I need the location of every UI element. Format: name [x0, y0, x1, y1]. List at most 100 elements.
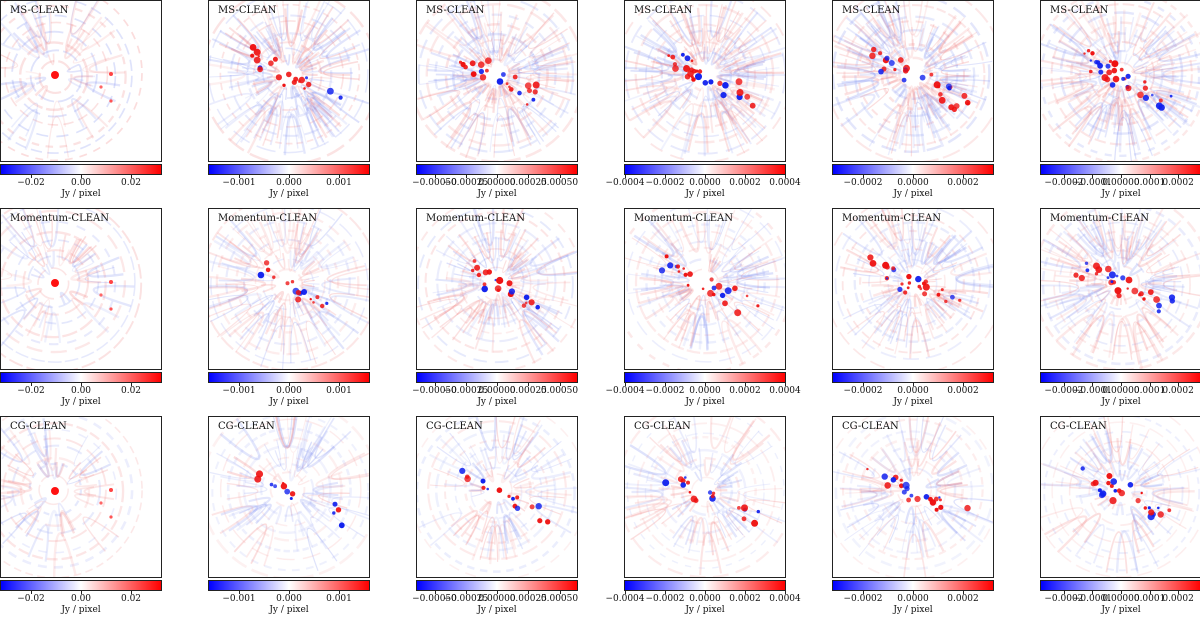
residual-map: Momentum-CLEAN — [832, 208, 994, 370]
colorbar-tick-label: 0.000 — [276, 386, 302, 396]
colorbar-tick — [81, 591, 82, 594]
colorbar-tick-label: −0.0001 — [1072, 594, 1112, 604]
colorbar-tick-label: 0.02 — [120, 178, 142, 188]
colorbar-tick — [31, 383, 32, 386]
colorbar-tick-label: 0.00025 — [509, 386, 547, 396]
colorbar-tick-label: 0.0002 — [1162, 386, 1194, 396]
colorbar-tick-label: −0.0002 — [1044, 386, 1084, 396]
panel-title: CG-CLEAN — [10, 421, 67, 432]
colorbar — [0, 372, 162, 383]
colorbar-tick-label: 0.0000 — [689, 386, 721, 396]
colorbar-tick — [913, 175, 914, 178]
colorbar-tick-label: 0.0000 — [897, 594, 929, 604]
colorbar-tick — [665, 175, 666, 178]
colorbar-tick-label: 0.0001 — [1133, 386, 1166, 396]
colorbar-tick-label: 0.0000 — [897, 386, 929, 396]
colorbar — [624, 580, 786, 591]
colorbar-tick — [81, 175, 82, 178]
colorbar-label: Jy / pixel — [685, 397, 725, 407]
residual-map: Momentum-CLEAN — [208, 208, 370, 370]
residual-map-image — [833, 209, 993, 369]
panel-r1-c5: Momentum-CLEAN −0.0002 −0.0001 0.00000 0.000… — [1040, 208, 1200, 408]
colorbar-tick — [465, 383, 467, 386]
colorbar-tick — [289, 383, 290, 386]
colorbar-tick-label: 0.0002 — [1162, 594, 1194, 604]
colorbar-label: Jy / pixel — [269, 397, 309, 407]
colorbar-tick — [559, 591, 561, 594]
colorbar-tick-label: 0.0002 — [1162, 178, 1194, 188]
colorbar-label: Jy / pixel — [61, 605, 101, 615]
residual-map: MS-CLEAN — [208, 0, 370, 162]
panel-title: CG-CLEAN — [634, 421, 691, 432]
colorbar-tick — [31, 591, 32, 594]
colorbar-tick-label: 0.00000 — [1102, 594, 1140, 604]
colorbar-tick-label: −0.0004 — [605, 178, 645, 188]
colorbar-tick — [1121, 591, 1122, 594]
residual-map: MS-CLEAN — [0, 0, 162, 162]
colorbar-tick — [339, 591, 340, 594]
colorbar-tick-label: 0.00 — [70, 594, 92, 604]
residual-map-image — [1, 417, 161, 577]
colorbar-tick-label: −0.00025 — [443, 386, 489, 396]
colorbar-tick — [239, 175, 240, 178]
colorbar — [0, 580, 162, 591]
colorbar-tick — [239, 383, 240, 386]
colorbar — [1040, 372, 1200, 383]
colorbar-tick-label: −0.0001 — [1072, 178, 1112, 188]
colorbar-label: Jy / pixel — [685, 189, 725, 199]
panel-r1-c3: Momentum-CLEAN −0.0004 −0.0002 0.0000 0.0002… — [605, 208, 801, 408]
colorbar-tick-label: −0.0002 — [645, 178, 685, 188]
colorbar-tick — [705, 175, 706, 178]
colorbar-tick — [705, 383, 706, 386]
colorbar-tick-label: 0.001 — [326, 386, 352, 396]
colorbar-tick — [434, 383, 436, 386]
colorbar-tick — [1121, 175, 1122, 178]
colorbar — [624, 164, 786, 175]
colorbar-tick — [745, 383, 746, 386]
colorbar-tick — [745, 591, 746, 594]
residual-map: Momentum-CLEAN — [1040, 208, 1200, 370]
colorbar-tick — [497, 383, 498, 386]
colorbar-tick — [963, 175, 964, 178]
panel-r2-c3: CG-CLEAN −0.0004 −0.0002 0.0000 0.0002 0.0004… — [605, 416, 801, 616]
panel-title: MS-CLEAN — [426, 5, 485, 16]
colorbar-tick-label: −0.001 — [222, 386, 256, 396]
panel-title: Momentum-CLEAN — [634, 213, 733, 224]
colorbar-tick-label: 0.00000 — [478, 386, 516, 396]
colorbar — [416, 164, 578, 175]
residual-map: MS-CLEAN — [832, 0, 994, 162]
colorbar-tick-label: 0.0000 — [689, 594, 721, 604]
colorbar-tick — [625, 591, 626, 594]
colorbar-tick-label: −0.0002 — [843, 594, 883, 604]
colorbar-tick — [913, 383, 914, 386]
colorbar-tick-label: 0.00025 — [509, 178, 547, 188]
colorbar-tick-label: −0.00050 — [412, 178, 457, 188]
colorbar — [624, 372, 786, 383]
panel-r1-c1: Momentum-CLEAN −0.001 0.000 0.001 Jy / pixel — [208, 208, 370, 408]
colorbar-tick-label: 0.00 — [70, 386, 92, 396]
colorbar-label: Jy / pixel — [477, 397, 517, 407]
colorbar-tick — [1063, 383, 1065, 386]
colorbar-tick — [1063, 591, 1065, 594]
colorbar-tick — [339, 175, 340, 178]
colorbar-tick — [339, 383, 340, 386]
colorbar-tick-label: −0.0002 — [1044, 178, 1084, 188]
colorbar-tick — [559, 383, 561, 386]
colorbar-tick — [1178, 175, 1180, 178]
colorbar-tick-label: −0.0004 — [605, 594, 645, 604]
colorbar-tick-label: 0.0002 — [947, 594, 979, 604]
colorbar-tick — [665, 591, 666, 594]
colorbar-tick — [1149, 383, 1151, 386]
residual-map-image — [1, 1, 161, 161]
colorbar — [1040, 580, 1200, 591]
colorbar-label: Jy / pixel — [1101, 189, 1141, 199]
colorbar-tick-label: −0.00025 — [443, 594, 489, 604]
panel-title: MS-CLEAN — [842, 5, 901, 16]
colorbar-tick — [289, 591, 290, 594]
colorbar-tick — [1178, 383, 1180, 386]
panel-r2-c0: CG-CLEAN −0.02 0.00 0.02 Jy / pixel — [0, 416, 162, 616]
colorbar-tick — [528, 591, 530, 594]
residual-map-image — [1, 209, 161, 369]
panel-title: Momentum-CLEAN — [218, 213, 317, 224]
residual-map: CG-CLEAN — [416, 416, 578, 578]
